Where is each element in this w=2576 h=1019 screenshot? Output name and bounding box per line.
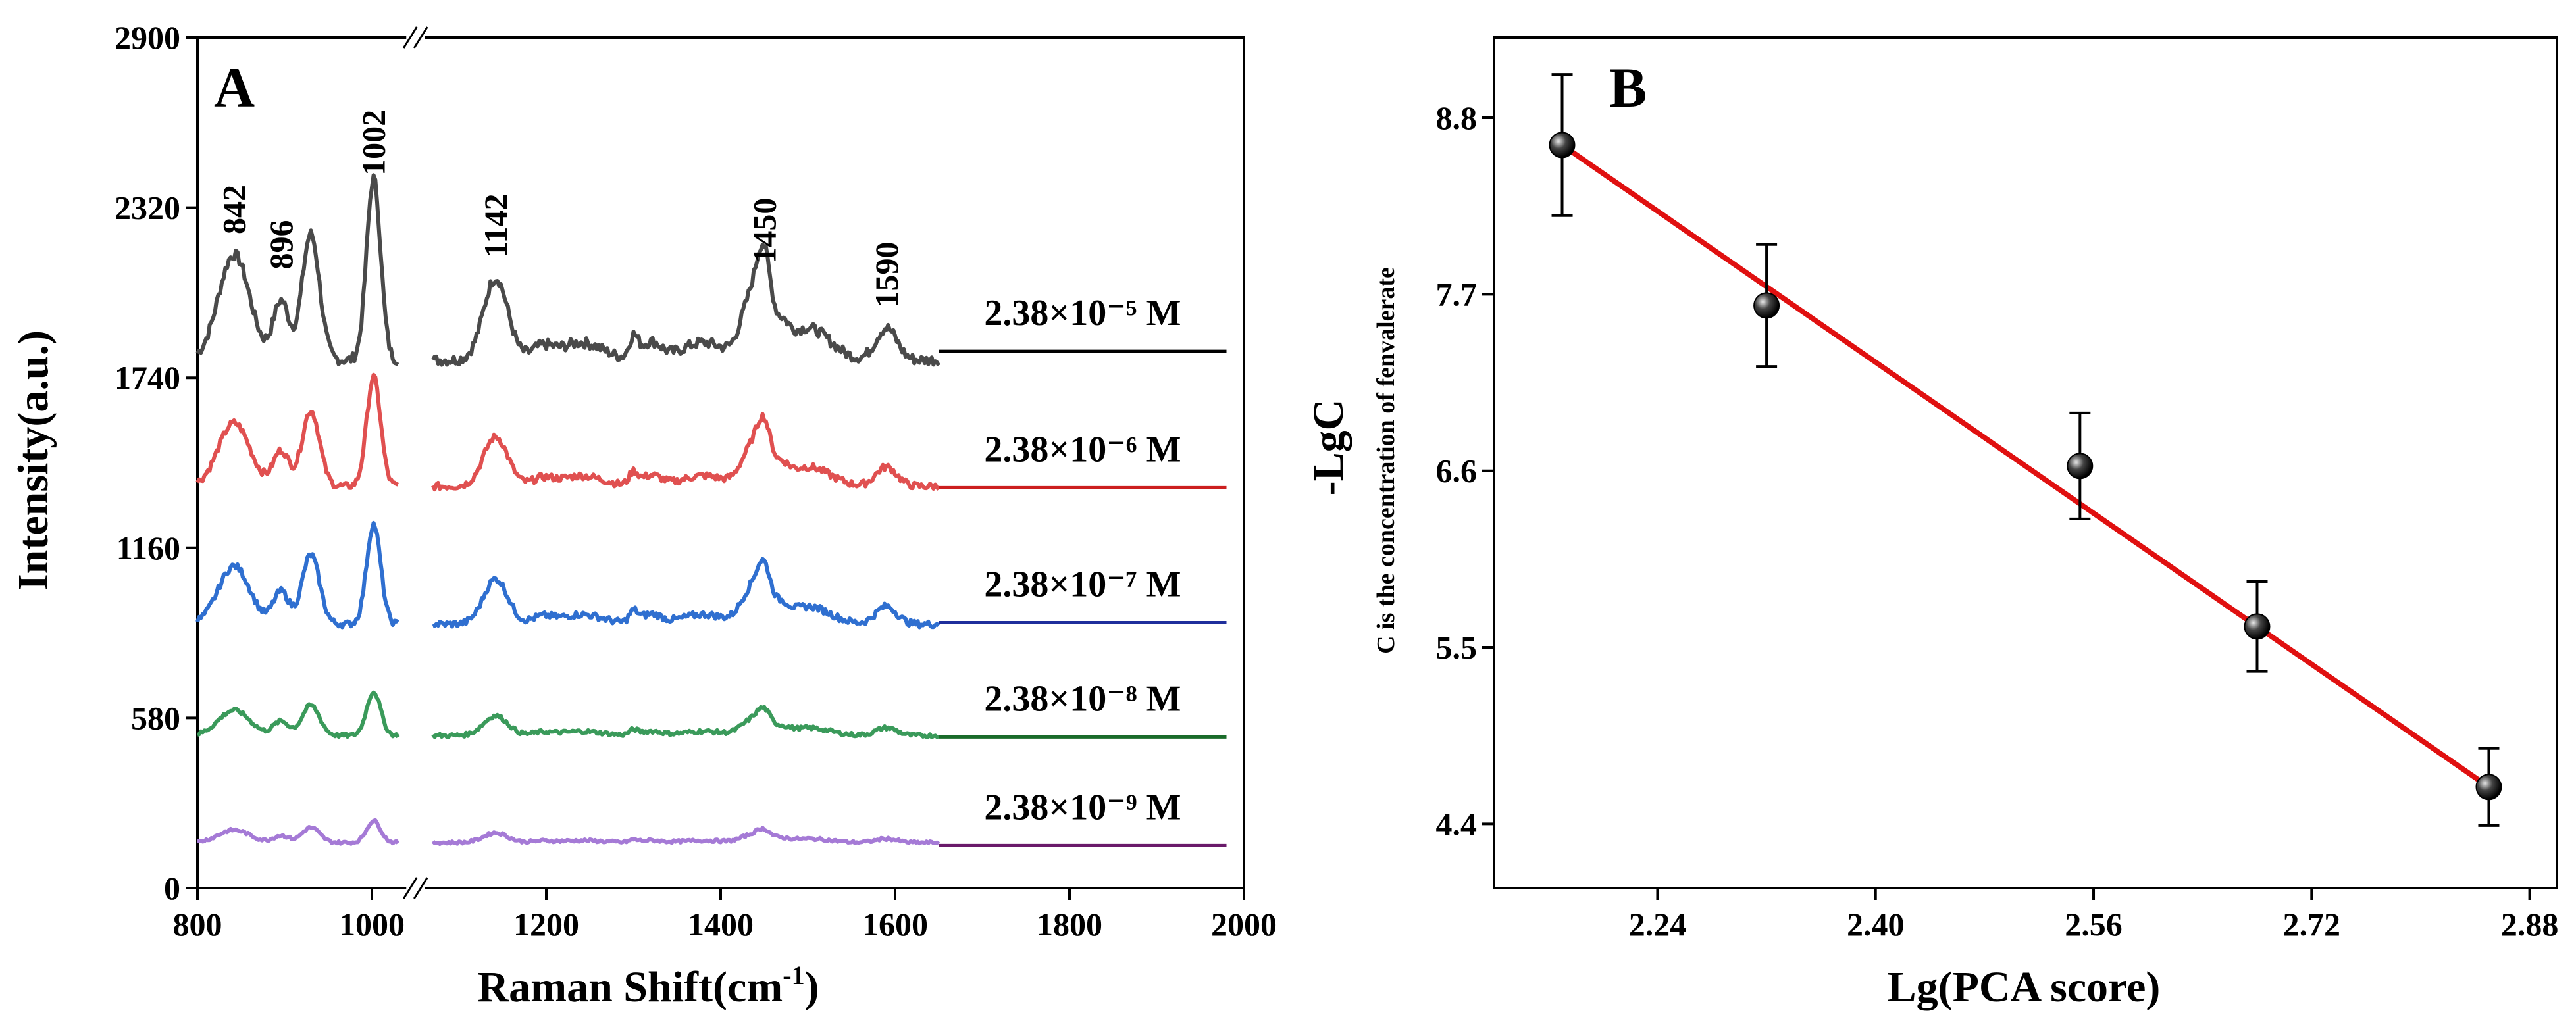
panel-a-x-axis-title-sup: -1	[783, 960, 804, 990]
point-marker	[1753, 292, 1780, 319]
spectrum-line	[432, 557, 940, 630]
data-point	[2067, 411, 2094, 520]
spectrum-line	[431, 705, 940, 739]
spectrum-line	[431, 412, 940, 492]
spectrum-line	[195, 520, 399, 630]
panel-b: B 4.4 5.5 6.6 7.7 8.8 2.24 2.40 2.56 2.72 2.88 -…	[1304, 36, 2559, 1011]
point-marker	[2067, 453, 2094, 480]
y-tick-label: 5.5	[1436, 629, 1478, 666]
x-tick-label: 1000	[339, 906, 405, 943]
axis-break-mark	[413, 877, 428, 899]
panel-b-y-axis-note: C is the concentration of fenvalerate	[1372, 267, 1400, 654]
series-label: 2.38×10⁻⁵ M	[984, 293, 1181, 334]
x-tick-label: 2.72	[2283, 906, 2341, 943]
peak-label: 1002	[355, 110, 392, 176]
x-tick-label: 2.24	[1629, 906, 1687, 943]
panel-a-x-axis-title: Raman Shift(cm-1)	[477, 960, 819, 1011]
panel-b-y-axis-title: -LgC	[1304, 399, 1352, 496]
x-tick-label: 1400	[688, 906, 754, 943]
panel-b-plot-frame	[1493, 36, 2558, 889]
point-marker	[2244, 613, 2271, 640]
y-tick-label: 580	[131, 699, 180, 736]
peak-label: 842	[216, 185, 253, 234]
peak-label: 1142	[477, 193, 514, 257]
panel-b-y-ticks: 4.4 5.5 6.6 7.7 8.8	[1436, 99, 1494, 842]
panel-b-fit-line	[1560, 143, 2490, 789]
spectrum-line	[195, 372, 399, 490]
spectrum-line	[197, 690, 400, 739]
y-tick-label: 6.6	[1436, 453, 1478, 489]
x-tick-label: 1600	[862, 906, 928, 943]
axis-break-mark	[413, 26, 428, 49]
point-marker	[2475, 774, 2502, 801]
panel-a: A 0 580 1160 1740 2320 2900 800 1000 1200 1400 16…	[9, 19, 1277, 1011]
x-tick-label: 1200	[513, 906, 579, 943]
x-tick-label: 1800	[1037, 906, 1102, 943]
x-tick-label: 2.88	[2501, 906, 2559, 943]
peak-label: 1590	[868, 241, 905, 307]
panel-a-peak-labels: 842 896 1002 1142 1450 1590	[216, 110, 905, 308]
y-tick-label: 2900	[115, 19, 180, 56]
axis-break-gap	[406, 882, 425, 895]
panel-a-series-labels: 2.38×10⁻⁵ M 2.38×10⁻⁶ M 2.38×10⁻⁷ M 2.38×10…	[984, 293, 1181, 828]
panel-b-x-axis-title: Lg(PCA score)	[1888, 963, 2161, 1011]
fit-line	[1560, 143, 2490, 789]
data-point	[1549, 73, 1576, 217]
y-tick-label: 8.8	[1436, 99, 1478, 136]
data-point	[2475, 747, 2502, 827]
panel-a-x-ticks: 800 1000 1200 1400 1600 1800 2000	[173, 26, 1277, 943]
panel-a-y-axis-title: Intensity(a.u.)	[9, 330, 57, 591]
data-point	[1753, 243, 1780, 368]
x-tick-label: 2.56	[2065, 906, 2123, 943]
spectrum-line	[197, 818, 400, 846]
panel-b-points	[1549, 73, 2502, 827]
panel-a-label: A	[214, 56, 255, 119]
panel-a-y-ticks: 0 580 1160 1740 2320 2900	[115, 19, 197, 907]
y-tick-label: 1740	[115, 359, 180, 396]
x-tick-label: 2.40	[1847, 906, 1905, 943]
point-marker	[1549, 132, 1576, 159]
axis-break-gap	[406, 31, 425, 44]
data-point	[2244, 580, 2271, 673]
panel-b-x-ticks: 2.24 2.40 2.56 2.72 2.88	[1629, 888, 2559, 943]
spectrum-line	[431, 826, 940, 846]
series-label: 2.38×10⁻⁷ M	[984, 564, 1181, 605]
peak-label: 896	[263, 220, 299, 270]
series-label: 2.38×10⁻⁶ M	[984, 429, 1181, 470]
y-tick-label: 0	[164, 870, 180, 907]
panel-a-x-axis-title-main: Raman Shift(cm	[477, 963, 783, 1011]
axis-break-mark	[402, 877, 418, 899]
axis-break-mark	[402, 26, 418, 49]
panel-a-series	[195, 173, 1227, 847]
x-tick-label: 800	[173, 906, 222, 943]
y-tick-label: 1160	[116, 530, 180, 566]
y-tick-label: 2320	[115, 189, 180, 226]
panel-b-label: B	[1609, 56, 1647, 119]
series-label: 2.38×10⁻⁹ M	[984, 787, 1181, 828]
panel-a-x-axis-title-end: )	[805, 963, 819, 1011]
y-tick-label: 4.4	[1436, 805, 1478, 842]
y-tick-label: 7.7	[1436, 276, 1478, 312]
series-label: 2.38×10⁻⁸ M	[984, 678, 1181, 719]
peak-label: 1450	[746, 198, 783, 264]
spectrum-line	[195, 173, 399, 367]
x-tick-label: 2000	[1211, 906, 1277, 943]
spectrum-line	[431, 243, 940, 367]
